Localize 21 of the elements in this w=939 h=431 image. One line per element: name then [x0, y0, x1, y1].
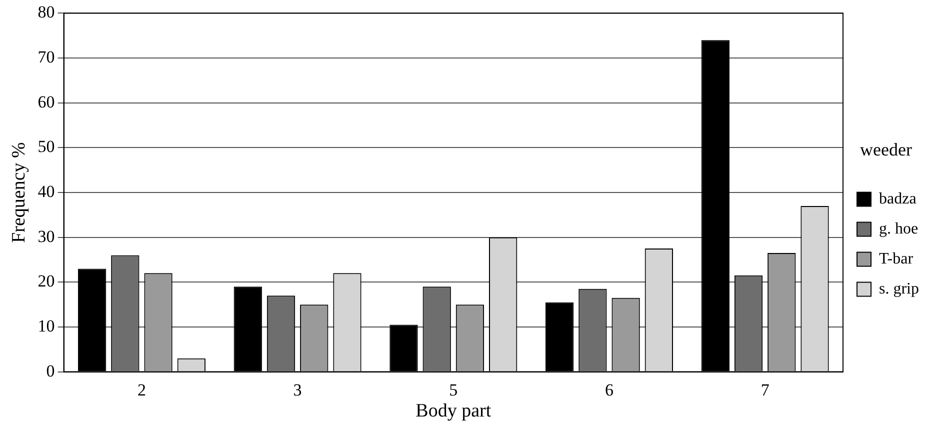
legend-label: g. hoe [879, 220, 918, 238]
x-tick-label: 7 [760, 380, 770, 400]
legend-label: T-bar [879, 250, 914, 268]
y-tick-label: 0 [46, 361, 55, 380]
x-tick-label: 5 [449, 380, 458, 400]
y-tick-label: 80 [38, 2, 55, 22]
y-tick-label: 70 [38, 47, 55, 66]
legend-label: badza [879, 190, 916, 208]
y-tick-label: 10 [38, 316, 55, 336]
legend-title: weeder [860, 139, 912, 160]
y-axis-title: Frequency % [8, 142, 30, 243]
y-tick-label: 40 [38, 182, 55, 201]
legend-label: s. grip [879, 280, 919, 298]
y-tick-label: 50 [38, 137, 55, 156]
x-tick-label: 6 [604, 380, 614, 400]
y-tick-label: 30 [38, 226, 55, 246]
x-tick-label: 2 [137, 380, 146, 400]
x-tick-label: 3 [293, 380, 302, 400]
y-tick-label: 20 [38, 272, 55, 291]
x-axis-title: Body part [416, 400, 492, 422]
y-tick-label: 60 [38, 92, 55, 112]
